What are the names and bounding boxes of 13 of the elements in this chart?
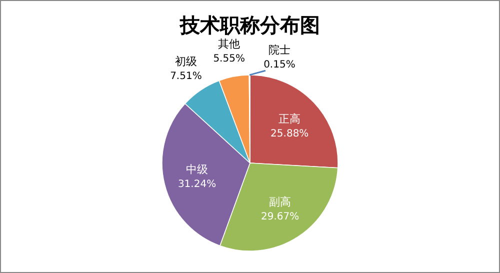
slice-label: 初级 — [174, 55, 197, 68]
chart-title: 技术职称分布图 — [179, 13, 320, 37]
data-label: 5.55% — [213, 54, 245, 65]
data-label: 31.24% — [178, 179, 216, 190]
slice-label: 中级 — [186, 163, 208, 176]
slice-label: 正高 — [278, 112, 301, 126]
slice-label: 其他 — [218, 38, 240, 51]
slice-label: 院士 — [268, 44, 290, 57]
data-label: 25.88% — [270, 128, 309, 140]
slice-label: 副高 — [269, 196, 292, 209]
data-label: 29.67% — [260, 212, 300, 223]
data-label: 0.15% — [264, 60, 296, 71]
data-label: 7.51% — [170, 71, 202, 82]
